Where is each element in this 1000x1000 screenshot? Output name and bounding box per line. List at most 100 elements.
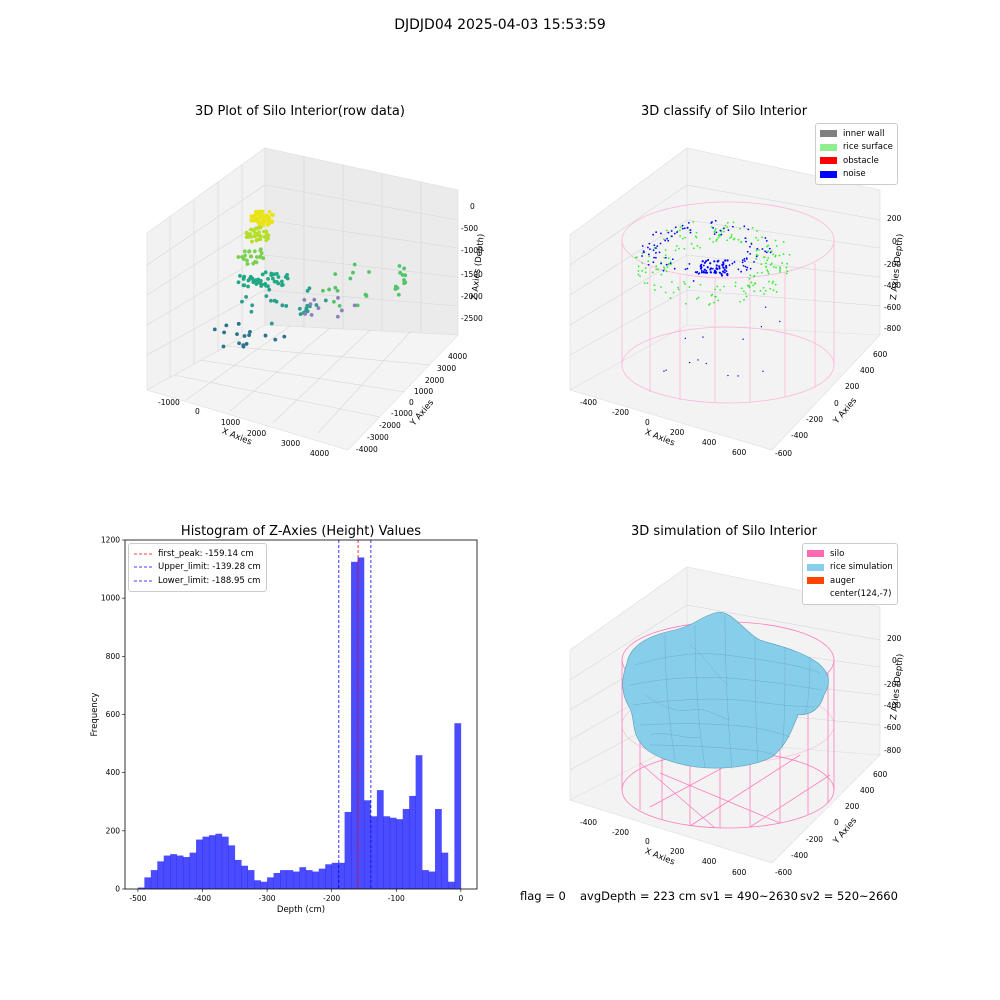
histogram-bar [189,852,197,889]
raw-point [272,279,277,284]
raw-point [267,221,272,225]
raw-point [402,266,407,271]
noise-point [706,258,710,262]
raw-point [221,344,226,349]
rice-surface-point [684,302,687,305]
raw-point [245,258,249,263]
simulation-ztick: -200 [884,680,902,689]
rice-surface-point [708,237,711,240]
rice-surface-point [756,230,759,232]
histogram-bar [267,877,274,889]
rice-surface-point [677,288,680,291]
raw-xtick: 2000 [247,429,267,438]
histogram-bar [305,870,313,889]
noise-point [667,231,670,234]
noise-point [768,247,771,250]
noise-point [764,306,767,308]
noise-point [703,268,706,271]
raw-point [279,279,284,284]
raw-ztick: -1500 [461,270,483,279]
raw-point [262,213,267,218]
noise-point [715,264,718,267]
rice-surface-point [772,253,774,256]
histogram-bar [228,845,236,889]
rice-surface-point [675,245,678,247]
noise-point [746,266,749,269]
histogram-bar [247,870,255,889]
noise-point [718,265,721,268]
rice-surface-point [778,269,781,272]
classify-3d-plot [569,147,881,451]
simulation-ztick: -400 [884,701,902,710]
histogram-bar [415,755,423,889]
histogram-bar [208,835,216,889]
raw-point [302,298,307,302]
raw-point [335,314,340,319]
classify-xtick: 600 [732,448,747,457]
raw-point [244,342,249,346]
raw-point [242,274,247,279]
noise-point [715,231,718,234]
rice-surface-point [763,293,765,295]
raw-point [252,217,257,222]
simulation-ytick: 0 [834,818,839,827]
raw-point [327,287,332,292]
raw-ytick: -2000 [379,421,401,430]
noise-point [664,239,667,242]
noise-point [723,227,725,230]
histogram-bar [215,833,223,889]
noise-point [744,265,747,268]
raw-point [276,275,281,279]
raw-point [236,321,241,326]
noise-point [665,369,667,371]
rice-surface-point [781,262,784,264]
rice-surface-point [768,280,770,283]
noise-point [743,225,746,228]
rice-surface-point [641,269,644,272]
rice-surface-point [643,282,646,285]
noise-point [705,362,707,365]
raw-point [253,278,258,283]
noise-point [779,320,781,323]
noise-point [740,270,743,273]
rice-surface-point [755,236,758,239]
raw-point [244,294,248,299]
rice-surface-point [775,245,778,247]
histogram-bar [157,861,165,889]
raw-xtick: 1000 [221,418,241,427]
raw-point [235,332,239,337]
rice-surface-point [664,291,667,294]
histogram-ytick-label: 600 [106,710,121,719]
histogram-bar [170,854,177,889]
histogram-bar [299,867,307,889]
rice-surface-point [664,249,667,251]
raw-point [258,234,263,238]
noise-point [641,255,643,257]
classify-legend: inner wall rice surface obstacle noise [815,123,898,185]
noise-point [731,262,734,265]
classify-xtick: -400 [580,398,598,407]
noise-point [718,267,721,270]
rice-surface-point [644,267,647,269]
histogram-bar [376,790,384,889]
raw-point [251,261,256,266]
classify-ytick: 200 [845,382,860,391]
histogram-bar [428,871,436,889]
raw-point [242,334,247,338]
histogram-bar [435,809,442,889]
noise-point [702,264,705,267]
histogram-bar [331,862,339,889]
rice-surface-point [739,300,741,303]
raw-point [212,327,217,332]
raw-point [236,255,241,259]
rice-surface-point [696,244,699,247]
rice-surface-point [654,289,656,291]
raw-point [246,284,250,289]
noise-point [687,221,690,224]
raw-point [400,273,405,277]
rice-surface-point [655,265,658,268]
classify-ytick: -200 [806,415,824,424]
histogram-bar [422,870,429,889]
histogram-bar [234,859,242,889]
legend-swatch [820,157,837,165]
